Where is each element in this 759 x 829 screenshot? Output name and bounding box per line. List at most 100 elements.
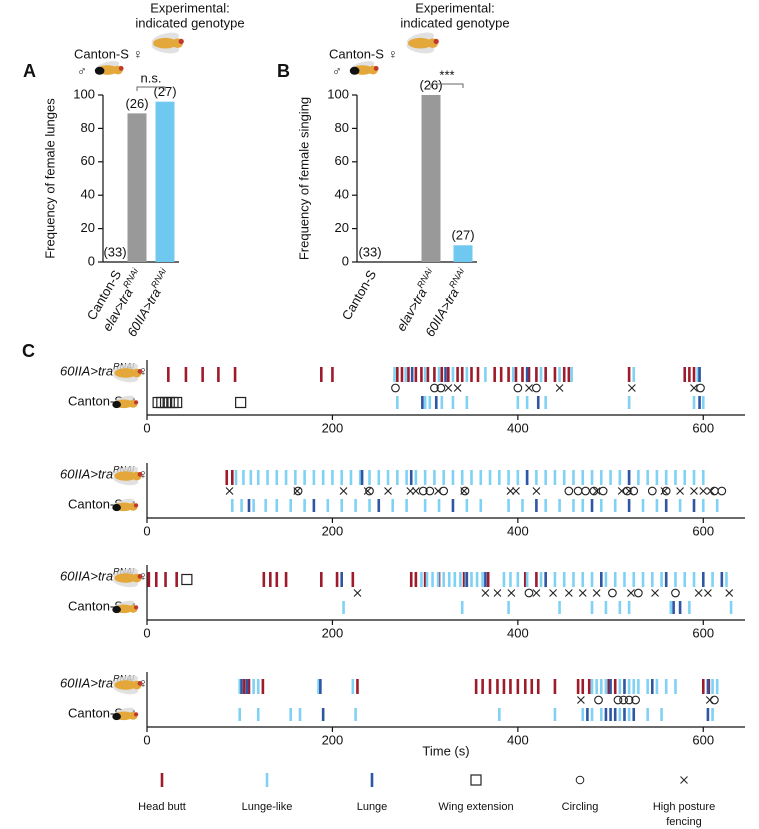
event-bar: [641, 572, 645, 587]
fencing-mark: [555, 384, 564, 392]
event-bar: [637, 470, 640, 485]
event-bar: [698, 367, 701, 382]
event-bar: [525, 470, 529, 485]
fencing-mark: [592, 487, 601, 495]
event-bar: [470, 367, 473, 382]
event-bar: [414, 572, 418, 587]
event-bar: [701, 470, 705, 485]
fencing-mark: [660, 487, 669, 495]
sex-symbol: ♂: [77, 63, 87, 78]
event-bar: [326, 499, 330, 512]
event-bar: [650, 679, 654, 694]
header-text: Experimental:: [415, 0, 494, 15]
label-superscript: RNAi: [415, 266, 435, 290]
event-bar: [425, 572, 429, 587]
event-bar: [247, 679, 251, 694]
circling-mark: [524, 588, 534, 598]
wing-extension-mark: [156, 396, 168, 409]
event-bar: [460, 367, 464, 382]
panel-label: C: [22, 341, 35, 361]
event-bar: [320, 367, 323, 382]
event-bar: [599, 679, 603, 694]
event-bar: [247, 499, 251, 512]
event-bar: [294, 470, 297, 485]
event-bar: [692, 470, 696, 485]
event-bar: [474, 679, 478, 694]
event-bar: [405, 499, 408, 512]
event-bar: [558, 601, 561, 614]
event-bar: [572, 470, 575, 485]
event-bar: [252, 679, 255, 694]
label-superscript: RNAi: [447, 266, 467, 290]
event-bar: [404, 367, 407, 382]
x-tick-label: 0: [143, 625, 150, 640]
x-tick-label: 400: [507, 625, 529, 640]
legend-swatch: [160, 773, 164, 787]
fencing-mark: [353, 589, 362, 597]
event-bar: [252, 499, 255, 512]
legend-label: High posture fencing: [652, 801, 716, 828]
event-bar: [400, 367, 404, 382]
fencing-mark: [481, 589, 490, 597]
label-name: Canton-S: [68, 599, 123, 614]
event-bar: [488, 679, 492, 694]
event-bar: [544, 499, 547, 512]
event-bar: [553, 470, 557, 485]
event-bar: [683, 367, 687, 382]
event-bar: [470, 470, 473, 485]
event-bar: [627, 367, 631, 382]
event-bar: [377, 499, 381, 512]
event-bar: [646, 470, 649, 485]
event-bar: [535, 499, 538, 512]
event-bar: [393, 367, 396, 382]
event-bar: [720, 572, 724, 587]
event-bar: [465, 396, 469, 409]
event-bar: [553, 679, 557, 694]
event-bar: [637, 679, 640, 694]
panel-label: B: [277, 61, 290, 81]
event-bar: [553, 708, 557, 721]
fly-icon: [405, 30, 439, 56]
fencing-mark: [651, 589, 659, 597]
event-bar: [269, 572, 272, 587]
sample-size-label: (27): [153, 84, 176, 99]
event-bar: [391, 499, 394, 512]
fencing-mark: [384, 487, 392, 495]
event-bar: [683, 470, 687, 485]
event-bar: [516, 470, 520, 485]
bar: [421, 95, 441, 262]
y-tick-label: 0: [342, 253, 349, 268]
significance-bracket: [430, 83, 464, 88]
event-bar: [672, 601, 675, 614]
event-bar: [725, 572, 728, 587]
event-bar: [396, 396, 399, 409]
circling-mark: [624, 695, 634, 705]
x-tick-label: 600: [692, 523, 714, 538]
event-bar: [340, 499, 343, 512]
legend-entry: High posture fencing: [652, 801, 716, 828]
fencing-mark: [627, 589, 635, 597]
event-bar: [599, 572, 603, 587]
event-bar: [523, 572, 527, 587]
significance-label: ***: [439, 67, 454, 82]
event-bar: [646, 679, 649, 694]
event-bar: [646, 708, 649, 721]
event-bar: [164, 572, 167, 587]
event-bar: [298, 708, 302, 721]
circling-mark: [430, 383, 439, 393]
fencing-mark: [460, 487, 468, 495]
event-bar: [535, 470, 538, 485]
event-bar: [701, 499, 705, 512]
event-bar: [433, 367, 436, 382]
x-tick-label: 0: [143, 732, 150, 747]
event-bar: [481, 679, 484, 694]
event-bar: [544, 396, 547, 409]
event-bar: [217, 367, 220, 382]
circling-mark: [439, 486, 449, 496]
label-superscript: RNAi: [121, 266, 141, 290]
event-bar: [514, 367, 518, 382]
event-bar: [377, 470, 381, 485]
event-bar: [275, 572, 279, 587]
y-tick-label: 100: [73, 86, 95, 101]
